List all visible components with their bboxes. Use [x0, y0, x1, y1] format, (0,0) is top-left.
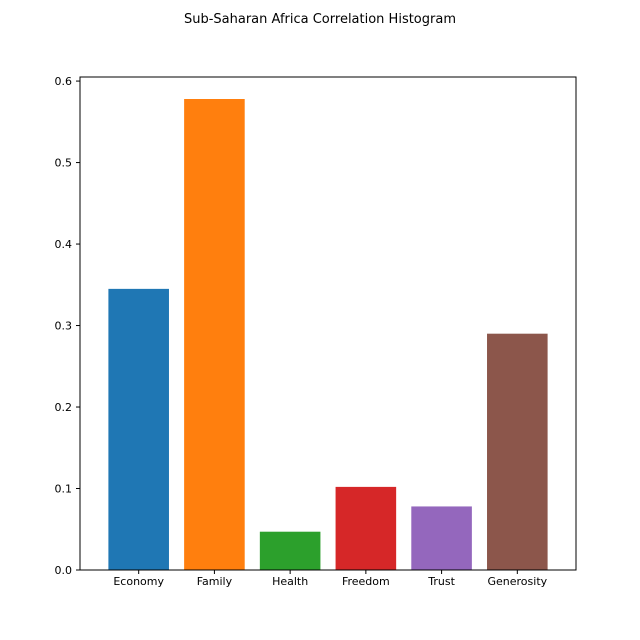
y-tick-label: 0.6 [55, 75, 73, 88]
bar-health [259, 531, 321, 570]
plot-area-frame [79, 76, 577, 571]
bar-family [184, 99, 245, 571]
x-tick-label: Generosity [487, 575, 547, 588]
bar-generosity [487, 333, 548, 570]
x-axis: Economy Family Health Freedom Trust Generosit… [113, 570, 548, 588]
bar-economy [108, 288, 169, 570]
x-tick-label: Health [272, 575, 308, 588]
y-tick-label: 0.3 [55, 320, 73, 333]
bar-trust [411, 506, 472, 570]
x-tick-label: Family [197, 575, 233, 588]
chart-title: Sub-Saharan Africa Correlation Histogram [184, 12, 456, 27]
bars-group [108, 99, 548, 571]
bar-freedom [335, 486, 397, 570]
y-axis: 0.0 0.1 0.2 0.3 0.4 0.5 0.6 [55, 75, 80, 577]
x-tick-label: Trust [427, 575, 455, 588]
x-tick-label: Economy [113, 575, 164, 588]
y-tick-label: 0.4 [55, 238, 73, 251]
y-tick-label: 0.1 [55, 483, 73, 496]
x-tick-label: Freedom [342, 575, 390, 588]
y-tick-label: 0.2 [55, 401, 73, 414]
y-tick-label: 0.0 [55, 564, 73, 577]
y-tick-label: 0.5 [55, 157, 73, 170]
